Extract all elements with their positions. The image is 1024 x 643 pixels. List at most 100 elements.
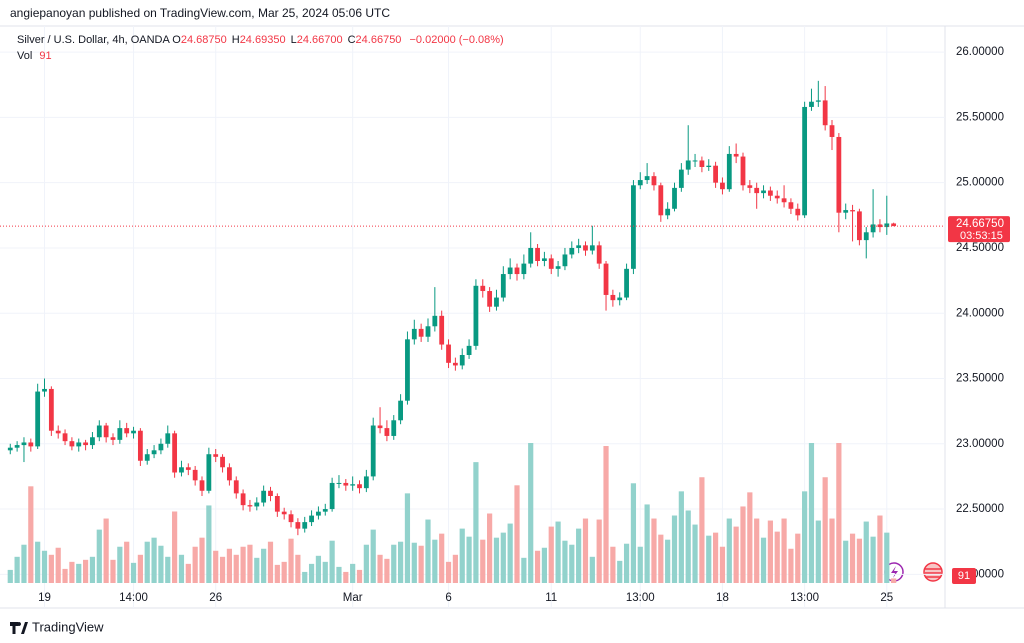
volume-bar <box>459 528 465 583</box>
candle-body <box>90 437 95 446</box>
volume-bar <box>397 541 404 583</box>
x-tick-label: 6 <box>445 592 451 604</box>
volume-bar <box>555 521 561 583</box>
y-tick-label: 24.00000 <box>956 307 1004 319</box>
volume-bar <box>452 554 458 583</box>
candle-body <box>678 169 684 188</box>
x-tick-label: 13:00 <box>626 592 655 604</box>
candle-body <box>726 153 732 190</box>
candle-body <box>391 420 397 436</box>
candle-body <box>377 425 383 429</box>
y-tick-label: 26.00000 <box>956 46 1004 58</box>
candle-body <box>857 211 862 241</box>
candle-body <box>322 509 328 512</box>
candle-body <box>240 493 246 506</box>
volume-bar <box>247 544 253 583</box>
volume-bar <box>562 540 568 583</box>
candle-body <box>720 182 725 190</box>
candle-body <box>651 176 657 186</box>
volume-bar <box>137 554 143 583</box>
volume-bar <box>760 537 767 583</box>
change: −0.02000 (−0.08%) <box>409 34 504 46</box>
volume-bar <box>254 557 260 583</box>
volume-bar <box>665 539 671 583</box>
candle-body <box>774 195 780 199</box>
volume-bar <box>192 546 198 583</box>
symbol-title: Silver / U.S. Dollar, 4h, OANDA <box>17 34 170 46</box>
ohlc-name: C <box>347 34 356 46</box>
volume-bar <box>630 483 637 583</box>
candle-body <box>480 285 486 292</box>
candle-body <box>747 185 753 188</box>
candle-body <box>220 456 225 468</box>
candle-body <box>733 153 739 157</box>
footer-brand: TradingView <box>32 619 104 634</box>
volume-bar <box>350 563 356 583</box>
volume-bar <box>322 561 328 583</box>
volume-bar <box>418 545 424 583</box>
candle-body <box>699 160 705 167</box>
volume-bar <box>671 515 678 583</box>
volume-bar <box>795 533 801 583</box>
y-tick-label: 23.50000 <box>956 373 1004 385</box>
candle-body <box>302 522 308 529</box>
volume-bar <box>740 506 746 583</box>
volume-bar <box>541 547 548 583</box>
volume-bar <box>637 546 643 583</box>
volume-bar <box>165 556 171 583</box>
candle-body <box>398 400 403 421</box>
volume-bar <box>14 556 20 583</box>
candle-body <box>179 467 184 473</box>
volume-bar <box>678 491 684 583</box>
ohlc-values: O24.68750 H24.69350 L24.66700 C24.66750 <box>172 34 406 46</box>
volume-bar <box>685 510 691 583</box>
volume-bar <box>528 443 534 583</box>
volume-bar <box>891 578 897 583</box>
volume-bar <box>719 546 726 583</box>
candle-body <box>384 428 390 436</box>
candle-body <box>213 454 219 457</box>
candle-body <box>363 476 369 489</box>
countdown-label: 03:53:15 <box>960 230 1003 242</box>
volume-bar <box>356 569 363 583</box>
candle-body <box>788 202 794 209</box>
y-tick-label: 23.00000 <box>956 438 1004 450</box>
volume-bar <box>343 571 349 583</box>
candle-body <box>507 267 513 275</box>
candle-body <box>206 454 212 491</box>
candle-body <box>357 484 362 489</box>
candle-body <box>665 208 671 216</box>
volume-bar <box>836 443 842 583</box>
volume-bar <box>28 486 34 583</box>
candle-body <box>542 258 547 261</box>
volume-bar <box>466 536 472 583</box>
candle-body <box>891 223 897 227</box>
candle-body <box>172 433 178 473</box>
x-tick-label: Mar <box>343 592 363 604</box>
volume-bar <box>124 541 130 583</box>
candle-body <box>76 442 82 447</box>
candle-body <box>370 425 376 477</box>
volume-bar <box>788 548 794 583</box>
candle-body <box>740 156 746 186</box>
candle-body <box>261 490 267 503</box>
candle-body <box>452 362 458 366</box>
y-tick-label: 25.00000 <box>956 177 1004 189</box>
volume-bar <box>76 563 82 583</box>
ohlc-value: 24.66700 <box>296 34 343 46</box>
volume-bar <box>747 492 753 583</box>
volume-bar <box>178 554 185 583</box>
volume-bar <box>130 562 137 583</box>
candle-body <box>274 496 280 512</box>
volume-bar <box>733 526 739 583</box>
volume-bar <box>336 566 342 583</box>
volume-bar <box>308 563 315 583</box>
volume-bar <box>507 523 513 583</box>
volume-bar <box>329 540 335 583</box>
ohlc-value: 24.69350 <box>239 34 286 46</box>
candle-body <box>576 245 582 248</box>
candle-body <box>658 185 664 216</box>
volume-bar <box>603 446 609 583</box>
candle-body <box>500 274 506 298</box>
